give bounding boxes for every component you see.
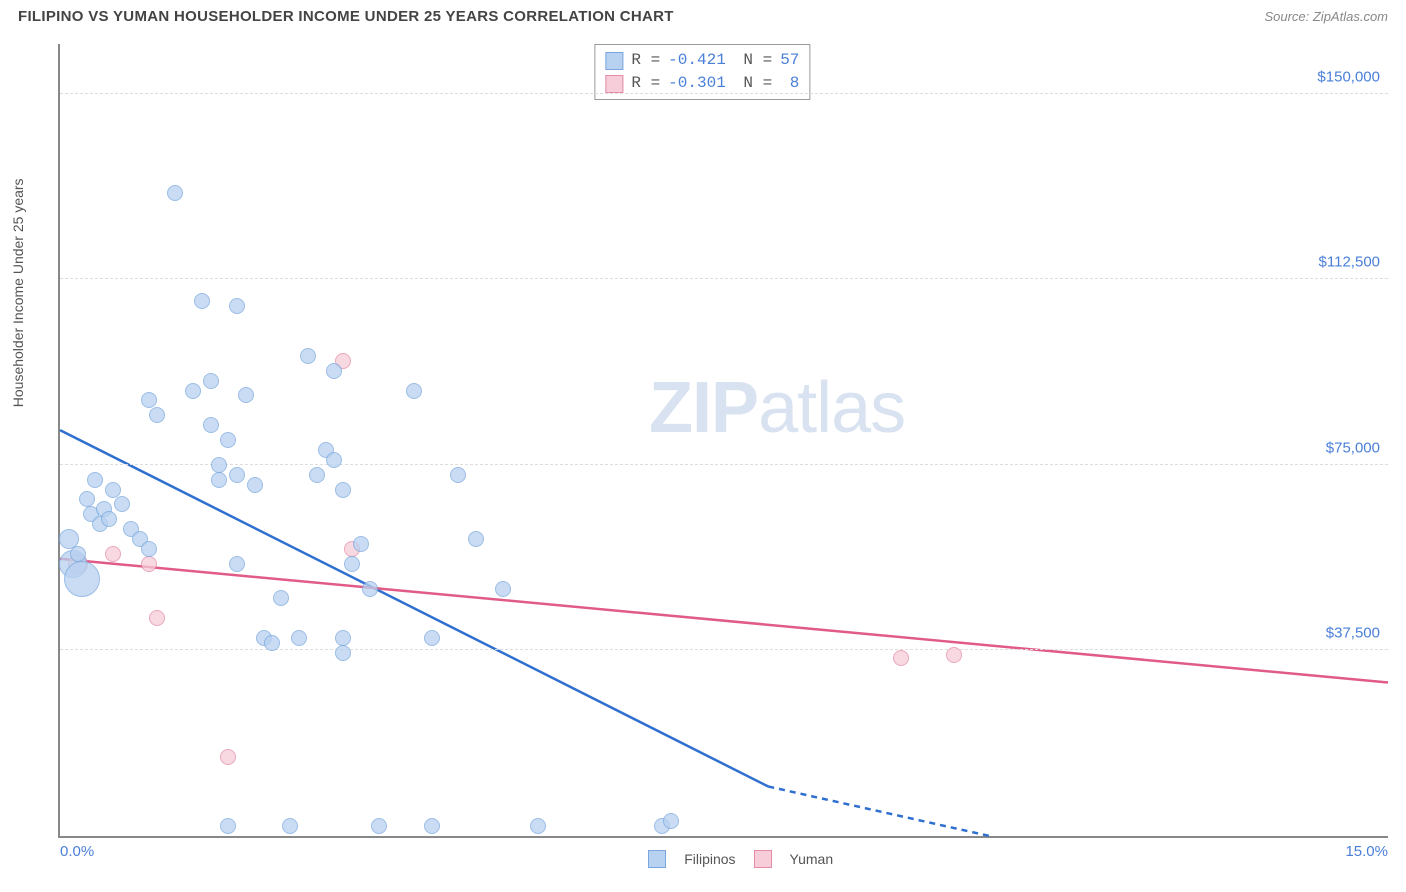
data-point-filipinos <box>468 531 484 547</box>
data-point-filipinos <box>353 536 369 552</box>
data-point-filipinos <box>495 581 511 597</box>
data-point-yuman <box>105 546 121 562</box>
data-point-filipinos <box>273 590 289 606</box>
trend-lines-layer <box>60 44 1388 836</box>
data-point-filipinos <box>114 496 130 512</box>
gridline <box>60 464 1388 465</box>
series-label-filipinos: Filipinos <box>684 851 735 867</box>
data-point-filipinos <box>362 581 378 597</box>
swatch-yuman <box>605 75 623 93</box>
data-point-filipinos <box>229 556 245 572</box>
x-tick-label: 15.0% <box>1345 843 1388 860</box>
swatch-filipinos <box>605 52 623 70</box>
data-point-filipinos <box>530 818 546 834</box>
data-point-filipinos <box>335 630 351 646</box>
data-point-filipinos <box>211 472 227 488</box>
y-tick-label: $75,000 <box>1326 439 1380 456</box>
data-point-filipinos <box>238 387 254 403</box>
data-point-filipinos <box>371 818 387 834</box>
data-point-filipinos <box>64 561 100 597</box>
series-label-yuman: Yuman <box>790 851 834 867</box>
data-point-filipinos <box>203 417 219 433</box>
gridline <box>60 93 1388 94</box>
data-point-filipinos <box>87 472 103 488</box>
data-point-filipinos <box>326 363 342 379</box>
source-label: Source: ZipAtlas.com <box>1264 9 1388 24</box>
data-point-filipinos <box>229 298 245 314</box>
y-tick-label: $112,500 <box>1319 254 1380 271</box>
y-tick-label: $150,000 <box>1317 68 1380 85</box>
data-point-filipinos <box>335 482 351 498</box>
data-point-filipinos <box>326 452 342 468</box>
data-point-filipinos <box>282 818 298 834</box>
y-axis-label: Householder Income Under 25 years <box>10 178 26 407</box>
data-point-filipinos <box>335 645 351 661</box>
data-point-filipinos <box>185 383 201 399</box>
data-point-filipinos <box>300 348 316 364</box>
swatch-filipinos-bottom <box>648 850 666 868</box>
data-point-filipinos <box>264 635 280 651</box>
data-point-yuman <box>220 749 236 765</box>
x-tick-label: 0.0% <box>60 843 94 860</box>
data-point-filipinos <box>450 467 466 483</box>
chart-title: FILIPINO VS YUMAN HOUSEHOLDER INCOME UND… <box>18 8 674 25</box>
data-point-filipinos <box>141 541 157 557</box>
data-point-filipinos <box>344 556 360 572</box>
series-legend: Filipinos Yuman <box>648 850 833 868</box>
data-point-filipinos <box>406 383 422 399</box>
y-tick-label: $37,500 <box>1326 625 1380 642</box>
data-point-filipinos <box>220 818 236 834</box>
data-point-filipinos <box>70 546 86 562</box>
gridline <box>60 278 1388 279</box>
gridline <box>60 649 1388 650</box>
data-point-filipinos <box>291 630 307 646</box>
data-point-filipinos <box>424 630 440 646</box>
r-value-filipinos: -0.421 <box>668 49 726 72</box>
data-point-yuman <box>893 650 909 666</box>
watermark: ZIPatlas <box>649 367 905 449</box>
data-point-yuman <box>946 647 962 663</box>
data-point-filipinos <box>141 392 157 408</box>
data-point-filipinos <box>309 467 325 483</box>
data-point-filipinos <box>105 482 121 498</box>
data-point-filipinos <box>79 491 95 507</box>
data-point-filipinos <box>194 293 210 309</box>
chart-container: Householder Income Under 25 years ZIPatl… <box>18 36 1388 870</box>
data-point-filipinos <box>101 511 117 527</box>
data-point-filipinos <box>229 467 245 483</box>
n-value-filipinos: 57 <box>780 49 799 72</box>
data-point-filipinos <box>149 407 165 423</box>
data-point-filipinos <box>167 185 183 201</box>
data-point-filipinos <box>247 477 263 493</box>
data-point-filipinos <box>663 813 679 829</box>
legend-row-filipinos: R = -0.421 N = 57 <box>605 49 799 72</box>
data-point-filipinos <box>211 457 227 473</box>
data-point-yuman <box>149 610 165 626</box>
plot-area: ZIPatlas R = -0.421 N = 57 R = -0.301 N … <box>58 44 1388 838</box>
data-point-yuman <box>141 556 157 572</box>
data-point-filipinos <box>220 432 236 448</box>
swatch-yuman-bottom <box>754 850 772 868</box>
data-point-filipinos <box>424 818 440 834</box>
data-point-filipinos <box>203 373 219 389</box>
